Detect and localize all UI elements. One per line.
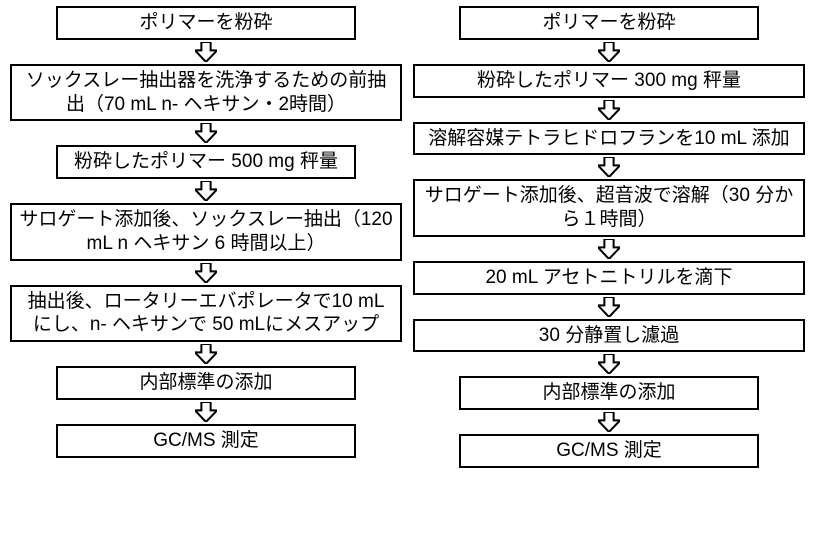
down-arrow-icon: [598, 99, 620, 121]
flow-step: ポリマーを粉砕: [56, 6, 356, 40]
down-arrow-icon: [195, 343, 217, 365]
left-column: ポリマーを粉砕 ソックスレー抽出器を洗浄するための前抽出（70 mL n- ヘキ…: [10, 6, 402, 546]
flow-step: ソックスレー抽出器を洗浄するための前抽出（70 mL n- ヘキサン・2時間）: [10, 64, 402, 122]
flow-step: ポリマーを粉砕: [459, 6, 759, 40]
flow-step: 20 mL アセトニトリルを滴下: [413, 261, 805, 295]
flow-step: 抽出後、ロータリーエバポレータで10 mL にし、n- ヘキサンで 50 mLに…: [10, 285, 402, 343]
down-arrow-icon: [598, 156, 620, 178]
down-arrow-icon: [598, 353, 620, 375]
flow-step: GC/MS 測定: [56, 424, 356, 458]
flow-step: 内部標準の添加: [459, 376, 759, 410]
flow-step: 溶解容媒テトラヒドロフランを10 mL 添加: [413, 122, 805, 156]
down-arrow-icon: [195, 401, 217, 423]
flow-step: 粉砕したポリマー 300 mg 秤量: [413, 64, 805, 98]
down-arrow-icon: [195, 122, 217, 144]
down-arrow-icon: [598, 296, 620, 318]
flow-step: 30 分静置し濾過: [413, 319, 805, 353]
down-arrow-icon: [598, 411, 620, 433]
down-arrow-icon: [598, 41, 620, 63]
down-arrow-icon: [195, 262, 217, 284]
flow-step: 内部標準の添加: [56, 366, 356, 400]
down-arrow-icon: [598, 238, 620, 260]
flow-step: サロゲート添加後、ソックスレー抽出（120 mL n ヘキサン 6 時間以上）: [10, 203, 402, 261]
down-arrow-icon: [195, 41, 217, 63]
right-column: ポリマーを粉砕 粉砕したポリマー 300 mg 秤量 溶解容媒テトラヒドロフラン…: [413, 6, 805, 546]
flow-step: 粉砕したポリマー 500 mg 秤量: [56, 145, 356, 179]
down-arrow-icon: [195, 180, 217, 202]
flow-step: サロゲート添加後、超音波で溶解（30 分から１時間）: [413, 179, 805, 237]
flow-step: GC/MS 測定: [459, 434, 759, 468]
